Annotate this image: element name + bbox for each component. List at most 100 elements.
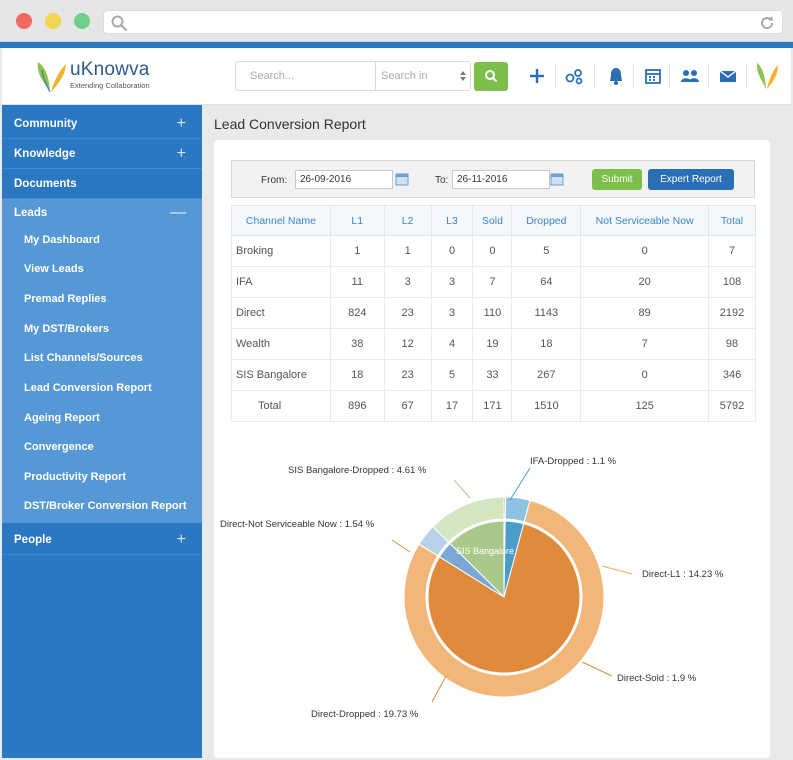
header-separator bbox=[669, 64, 670, 88]
column-header[interactable]: Channel Name bbox=[231, 205, 331, 236]
search-box: Search in bbox=[235, 61, 471, 91]
pie-label-sis-bangalore-dropped: SIS Bangalore-Dropped : 4.61 % bbox=[288, 465, 427, 476]
browser-toolbar bbox=[0, 0, 793, 42]
add-icon[interactable] bbox=[526, 65, 548, 87]
address-bar[interactable] bbox=[103, 10, 783, 34]
pie-label-direct-not-serviceable: Direct-Not Serviceable Now : 1.54 % bbox=[220, 519, 375, 530]
sidebar-item-label: People bbox=[14, 534, 52, 546]
sidebar-item-people[interactable]: People + bbox=[2, 525, 202, 555]
table-cell: 1510 bbox=[511, 390, 582, 422]
calendar-icon[interactable] bbox=[642, 65, 664, 87]
calendar-icon[interactable] bbox=[550, 172, 564, 186]
expand-icon: + bbox=[176, 531, 186, 548]
table-cell: 896 bbox=[329, 390, 385, 422]
table-cell: 38 bbox=[329, 328, 385, 360]
leader-line bbox=[453, 479, 471, 499]
sidebar-item-knowledge[interactable]: Knowledge + bbox=[2, 139, 202, 169]
table-cell: 4 bbox=[430, 328, 474, 360]
table-cell: 11 bbox=[329, 266, 385, 298]
table-cell: 0 bbox=[472, 235, 513, 267]
window-maximize-button[interactable] bbox=[74, 13, 90, 29]
to-date-input[interactable]: 26-11-2016 bbox=[452, 170, 550, 189]
app-header: uKnowva Extending Collaboration Search i… bbox=[2, 48, 791, 105]
table-cell: 3 bbox=[430, 297, 474, 329]
table-cell: 18 bbox=[511, 328, 582, 360]
table-cell: 3 bbox=[430, 266, 474, 298]
sidebar-subitem-convergence[interactable]: Convergence bbox=[24, 441, 94, 453]
pie-slice-sis-bangalore[interactable] bbox=[449, 520, 505, 599]
sidebar-subitem-view-leads[interactable]: View Leads bbox=[24, 263, 84, 275]
sidebar-item-documents[interactable]: Documents bbox=[2, 169, 202, 199]
sidebar-subitem-premad-replies[interactable]: Premad Replies bbox=[24, 293, 107, 305]
sidebar-item-label: Knowledge bbox=[14, 148, 76, 160]
header-separator bbox=[555, 64, 556, 88]
collapse-icon: — bbox=[170, 204, 186, 221]
column-header[interactable]: L1 bbox=[329, 205, 385, 236]
sidebar-item-community[interactable]: Community + bbox=[2, 109, 202, 139]
search-button[interactable] bbox=[474, 62, 508, 91]
sidebar-subitem-lead-conversion-report[interactable]: Lead Conversion Report bbox=[24, 382, 152, 394]
table-cell: 33 bbox=[472, 359, 513, 391]
column-header[interactable]: L3 bbox=[430, 205, 474, 236]
table-cell: 346 bbox=[708, 359, 756, 391]
calendar-icon[interactable] bbox=[395, 172, 409, 186]
sidebar-subitem-ageing-report[interactable]: Ageing Report bbox=[24, 412, 100, 424]
table-cell: 267 bbox=[511, 359, 582, 391]
table-cell: 0 bbox=[580, 235, 710, 267]
table-cell: 67 bbox=[383, 390, 432, 422]
sidebar-subitem-my-dashboard[interactable]: My Dashboard bbox=[24, 234, 100, 246]
sidebar-subitem-dst-broker-conversion-report[interactable]: DST/Broker Conversion Report bbox=[24, 500, 187, 512]
brand-name: uKnowva bbox=[70, 59, 150, 80]
table-cell: 108 bbox=[708, 266, 756, 298]
bell-icon[interactable] bbox=[605, 65, 627, 87]
select-caret-icon bbox=[460, 71, 466, 81]
column-header[interactable]: Total bbox=[708, 205, 756, 236]
table-row: SIS Bangalore 18 23 5 33 267 0 346 bbox=[231, 359, 756, 391]
table-row: IFA 11 3 3 7 64 20 108 bbox=[231, 266, 756, 298]
outer-ring bbox=[403, 496, 605, 698]
connections-icon[interactable] bbox=[563, 65, 585, 87]
sidebar-subitem-list-channels[interactable]: List Channels/Sources bbox=[24, 352, 143, 364]
table-cell: 0 bbox=[430, 235, 474, 267]
column-header[interactable]: Not Serviceable Now bbox=[580, 205, 710, 236]
expand-icon: + bbox=[176, 115, 186, 132]
from-date-input[interactable]: 26-09-2016 bbox=[295, 170, 393, 189]
table-cell: 2192 bbox=[708, 297, 756, 329]
table-cell: 0 bbox=[580, 359, 710, 391]
column-header[interactable]: L2 bbox=[383, 205, 432, 236]
expand-icon: + bbox=[176, 145, 186, 162]
search-input[interactable] bbox=[236, 62, 375, 90]
outer-slice-sis-bangalore[interactable] bbox=[432, 496, 505, 543]
sidebar-subitem-my-dst-brokers[interactable]: My DST/Brokers bbox=[24, 323, 109, 335]
outer-slice-direct[interactable] bbox=[403, 499, 605, 698]
export-report-button[interactable]: Expert Report bbox=[648, 169, 734, 190]
search-in-select[interactable]: Search in bbox=[378, 62, 470, 90]
pie-slice-direct[interactable] bbox=[427, 522, 581, 674]
sidebar-subitem-productivity-report[interactable]: Productivity Report bbox=[24, 471, 127, 483]
table-cell: 1143 bbox=[511, 297, 582, 329]
search-divider bbox=[375, 62, 376, 90]
lead-conversion-table: Channel Name L1 L2 L3 Sold Dropped Not S… bbox=[231, 205, 756, 422]
table-cell: 824 bbox=[329, 297, 385, 329]
header-separator bbox=[633, 64, 634, 88]
column-header[interactable]: Sold bbox=[472, 205, 513, 236]
table-cell: 1 bbox=[329, 235, 385, 267]
people-icon[interactable] bbox=[679, 65, 701, 87]
table-cell: 17 bbox=[430, 390, 474, 422]
leader-line bbox=[431, 675, 447, 703]
mail-icon[interactable] bbox=[717, 65, 739, 87]
table-cell: 7 bbox=[708, 235, 756, 267]
table-cell: 110 bbox=[472, 297, 513, 329]
submit-button[interactable]: Submit bbox=[592, 169, 642, 190]
window-minimize-button[interactable] bbox=[45, 13, 61, 29]
sidebar-item-leads[interactable]: Leads — bbox=[2, 199, 202, 227]
table-cell: 23 bbox=[383, 359, 432, 391]
leader-line bbox=[581, 661, 613, 677]
column-header[interactable]: Dropped bbox=[511, 205, 582, 236]
sidebar-leads-section: Leads — My Dashboard View Leads Premad R… bbox=[2, 199, 202, 523]
table-cell: 5 bbox=[511, 235, 582, 267]
butterfly-profile-icon[interactable] bbox=[754, 58, 780, 92]
window-close-button[interactable] bbox=[16, 13, 32, 29]
inner-pie bbox=[427, 520, 581, 674]
reload-icon[interactable] bbox=[758, 14, 776, 32]
